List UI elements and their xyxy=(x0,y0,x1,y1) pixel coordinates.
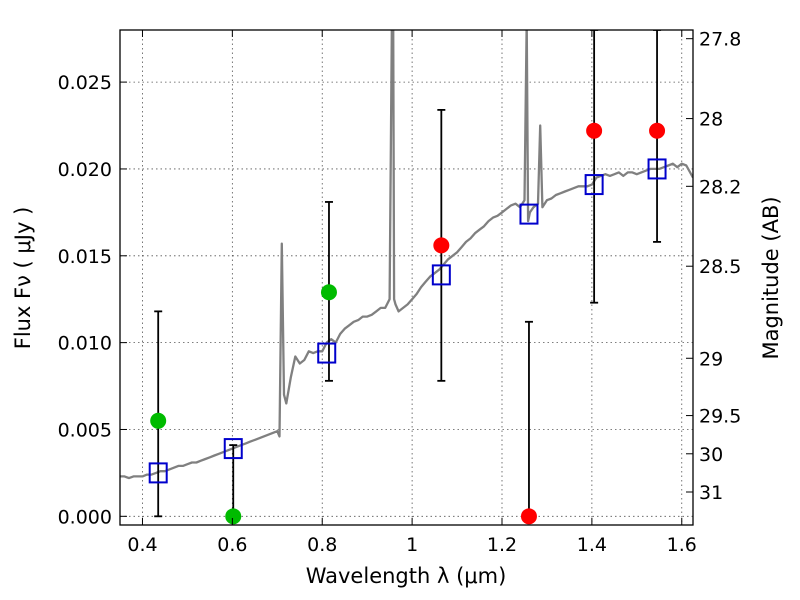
y2-tick-label: 31 xyxy=(699,482,723,504)
y2-tick-label: 29.5 xyxy=(699,406,741,428)
y-tick-label: 0.005 xyxy=(58,419,112,441)
axes-frame xyxy=(119,29,694,526)
sed-line xyxy=(120,30,693,480)
y2-tick-label: 29 xyxy=(699,348,723,370)
observed-point xyxy=(150,412,167,429)
y-tick-label: 0.025 xyxy=(58,72,112,94)
x-tick-label: 1.4 xyxy=(577,534,607,556)
observed-point xyxy=(320,284,337,301)
plot-area xyxy=(120,30,693,525)
y-axis-label: Flux Fν ( μJy ) xyxy=(11,207,35,350)
y2-tick-label: 28 xyxy=(699,109,723,131)
x-axis-label: Wavelength λ (μm) xyxy=(306,564,507,588)
x-tick-label: 1.2 xyxy=(487,534,517,556)
model-square xyxy=(223,438,243,460)
y-tick-label: 0.010 xyxy=(58,333,112,355)
x-tick-label: 1 xyxy=(406,534,418,556)
model-square xyxy=(431,264,451,286)
y2-axis-label: Magnitude (AB) xyxy=(759,196,783,359)
model-square xyxy=(519,203,539,225)
model-square xyxy=(584,174,604,196)
x-tick-label: 0.4 xyxy=(127,534,157,556)
grid-lines xyxy=(120,30,693,525)
y-tick-label: 0.000 xyxy=(58,506,112,528)
y2-tick-label: 28.5 xyxy=(699,256,741,278)
x-tick-label: 1.6 xyxy=(667,534,697,556)
observed-point xyxy=(225,508,242,525)
y-tick-label: 0.020 xyxy=(58,159,112,181)
axis-ticks: 0.4 0.6 0.8 1 1.2 1.4 1.6 0.000 0.005 0.010 0.015 0… xyxy=(58,29,742,556)
y-tick-label: 0.015 xyxy=(58,246,112,268)
model-square xyxy=(148,462,168,484)
observed-point xyxy=(520,508,537,525)
y2-tick-label: 27.8 xyxy=(699,29,741,51)
x-tick-label: 0.6 xyxy=(217,534,247,556)
observed-point xyxy=(649,122,666,139)
model-square xyxy=(647,158,667,180)
x-tick-label: 0.8 xyxy=(307,534,337,556)
observed-point xyxy=(433,237,450,254)
observed-point xyxy=(586,122,603,139)
model-square xyxy=(317,342,337,364)
y2-tick-label: 28.2 xyxy=(699,176,741,198)
y2-tick-label: 30 xyxy=(699,444,723,466)
